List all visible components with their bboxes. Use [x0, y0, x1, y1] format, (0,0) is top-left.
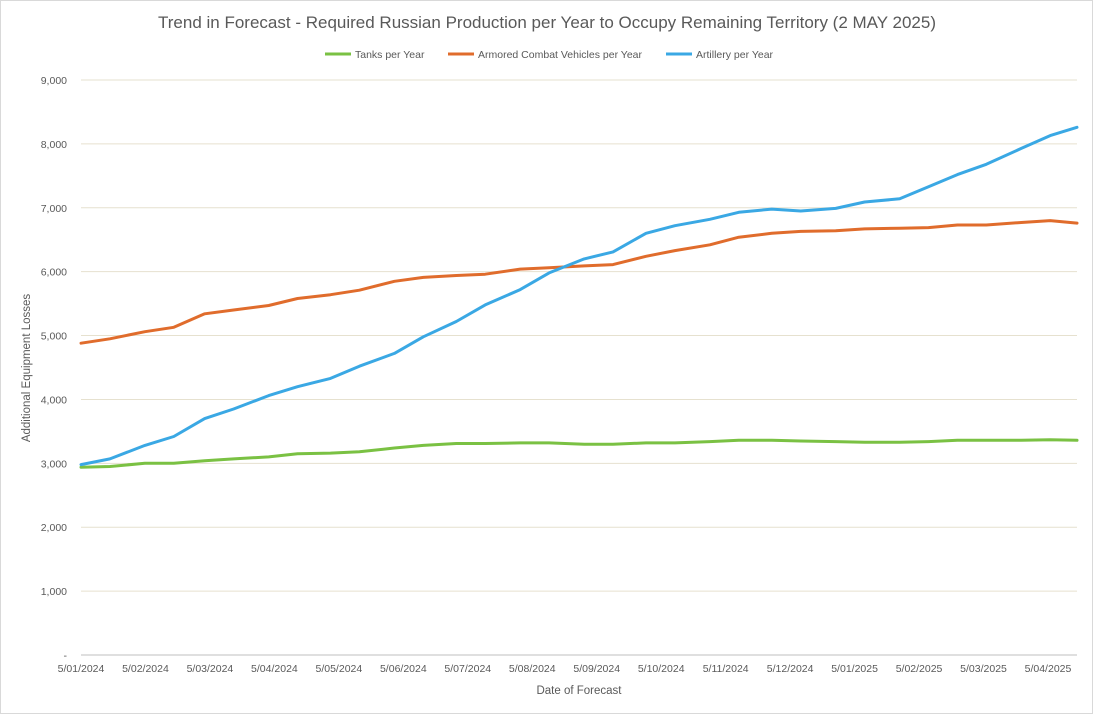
series-lines — [79, 125, 1079, 469]
x-axis-title: Date of Forecast — [536, 685, 622, 697]
x-tick-label: 5/03/2025 — [960, 663, 1007, 675]
y-tick-label: 6,000 — [41, 267, 67, 279]
y-tick-label: 4,000 — [41, 394, 67, 406]
x-tick-label: 5/05/2024 — [316, 663, 363, 675]
legend: Tanks per Year Armored Combat Vehicles pe… — [325, 49, 774, 61]
y-axis-ticks: - 1,000 2,000 3,000 4,000 5,000 6,000 7,000 8,00… — [41, 75, 68, 662]
x-tick-label: 5/02/2025 — [896, 663, 943, 675]
gridlines — [81, 79, 1077, 656]
x-axis-ticks: 5/01/2024 5/02/2024 5/03/2024 5/04/2024 5/05… — [58, 663, 1072, 675]
x-tick-label: 5/06/2024 — [380, 663, 427, 675]
series-line-2 — [79, 125, 1079, 467]
y-axis-title: Additional Equipment Losses — [21, 294, 33, 443]
series-line-1 — [79, 219, 1079, 345]
x-tick-label: 5/03/2024 — [187, 663, 234, 675]
y-tick-label: 8,000 — [41, 139, 67, 151]
x-tick-label: 5/04/2025 — [1025, 663, 1072, 675]
y-tick-label: 9,000 — [41, 75, 67, 87]
x-tick-label: 5/07/2024 — [444, 663, 491, 675]
x-tick-label: 5/02/2024 — [122, 663, 169, 675]
legend-label: Artillery per Year — [696, 49, 774, 61]
x-tick-label: 5/01/2024 — [58, 663, 105, 675]
x-tick-label: 5/11/2024 — [703, 663, 749, 675]
y-tick-label: 5,000 — [41, 331, 67, 343]
chart-title: Trend in Forecast - Required Russian Pro… — [158, 13, 936, 32]
x-tick-label: 5/09/2024 — [573, 663, 620, 675]
y-tick-label: 1,000 — [41, 586, 67, 598]
legend-label: Tanks per Year — [355, 49, 425, 61]
y-tick-label: 3,000 — [41, 458, 67, 470]
legend-label: Armored Combat Vehicles per Year — [478, 49, 643, 61]
y-tick-label: - — [64, 650, 68, 662]
x-tick-label: 5/04/2024 — [251, 663, 298, 675]
y-tick-label: 2,000 — [41, 522, 67, 534]
y-tick-label: 7,000 — [41, 203, 67, 215]
x-tick-label: 5/12/2024 — [767, 663, 814, 675]
x-tick-label: 5/10/2024 — [638, 663, 685, 675]
x-tick-label: 5/01/2025 — [831, 663, 878, 675]
x-tick-label: 5/08/2024 — [509, 663, 556, 675]
series-line-0 — [79, 438, 1079, 469]
